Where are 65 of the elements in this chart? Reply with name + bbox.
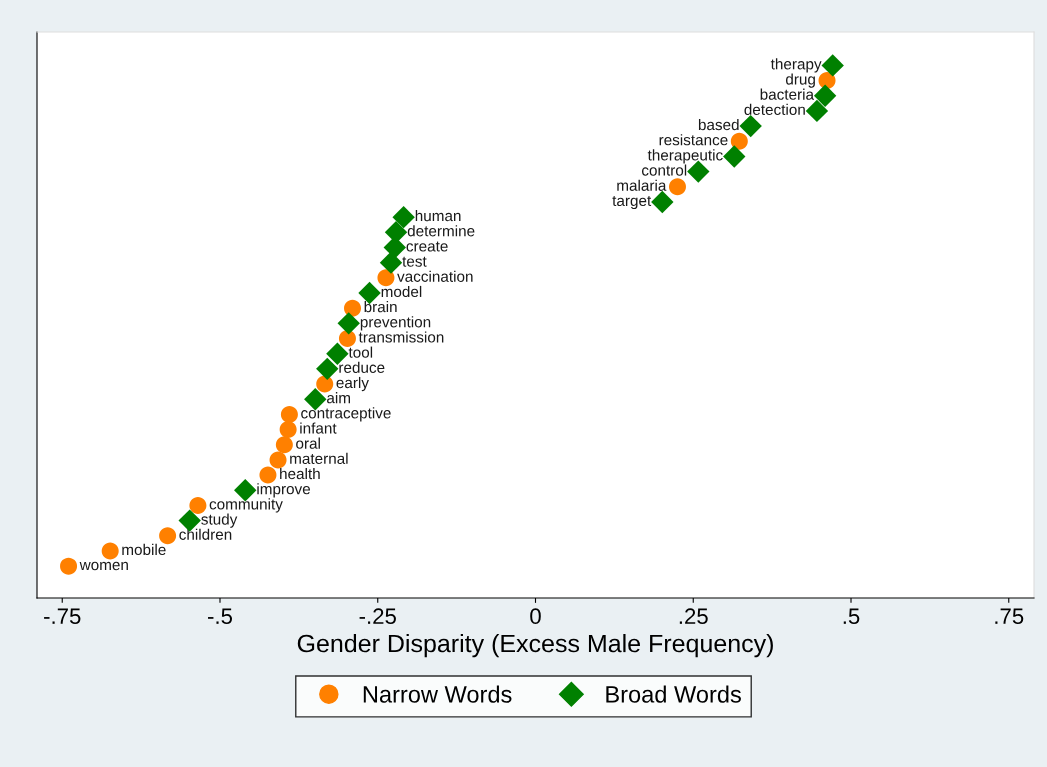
x-tick-label: -.5: [208, 608, 233, 625]
y-tick-label: drug: [785, 73, 815, 88]
y-tick-label: create: [406, 241, 448, 252]
y-tick-label: mobile: [122, 543, 166, 556]
y-tick-label: maternal: [290, 452, 348, 465]
point: [723, 145, 746, 168]
x-axis-title: Gender Disparity (Excess Male Frequency): [297, 633, 773, 658]
y-tick-label: contraceptive: [301, 407, 391, 422]
y-tick-label: based: [698, 118, 739, 131]
y-tick-label: transmission: [358, 331, 444, 343]
y-tick-label: target: [612, 196, 652, 210]
y-tick-label: early: [336, 376, 369, 392]
point: [668, 178, 686, 196]
point: [275, 436, 293, 454]
y-tick-label: malaria: [617, 179, 667, 191]
x-tick-label: .5: [843, 608, 860, 625]
point: [821, 54, 844, 77]
point: [101, 542, 119, 560]
point: [60, 557, 78, 575]
point: [337, 312, 360, 335]
y-tick-label: resistance: [659, 134, 728, 146]
point: [269, 451, 287, 469]
y-tick-label: community: [209, 498, 283, 513]
legend-label: Broad Words: [606, 685, 741, 703]
y-tick-label: prevention: [360, 316, 431, 331]
x-tick-label: .25: [679, 608, 708, 625]
y-tick-label: infant: [300, 422, 337, 434]
y-tick-label: reduce: [339, 361, 385, 373]
point: [377, 269, 395, 287]
x-tick-label: -.75: [44, 608, 81, 625]
point: [730, 132, 748, 150]
x-tick-label: -.25: [359, 608, 396, 625]
point: [805, 99, 829, 123]
y-tick-label: women: [79, 561, 128, 571]
y-tick-label: improve: [257, 483, 310, 498]
y-tick-label: bacteria: [760, 88, 815, 100]
x-tick-label: .75: [995, 608, 1024, 625]
y-tick-label: oral: [296, 437, 320, 449]
y-tick-label: control: [641, 164, 687, 176]
point: [280, 405, 298, 423]
y-tick-label: therapeutic: [647, 149, 723, 164]
point: [344, 299, 362, 317]
y-tick-label: model: [381, 285, 422, 298]
y-tick-label: health: [280, 467, 320, 480]
point: [259, 466, 277, 484]
y-tick-label: brain: [364, 301, 397, 313]
point: [189, 496, 207, 514]
y-tick-label: therapy: [770, 58, 822, 73]
y-tick-label: determine: [407, 225, 475, 237]
legend-label: Narrow Words: [363, 685, 512, 703]
point: [338, 330, 356, 348]
point: [651, 190, 674, 214]
y-tick-label: test: [402, 256, 427, 267]
y-tick-label: human: [415, 210, 461, 222]
point: [279, 421, 297, 439]
y-tick-label: children: [179, 528, 232, 540]
y-tick-label: vaccination: [397, 270, 473, 282]
point: [316, 375, 334, 393]
y-tick-label: study: [201, 513, 238, 528]
y-tick-label: aim: [327, 392, 350, 404]
y-tick-label: tool: [348, 346, 373, 358]
point: [159, 527, 177, 545]
x-tick-label: 0: [530, 608, 541, 625]
point: [739, 114, 762, 138]
y-tick-label: detection: [744, 103, 805, 116]
